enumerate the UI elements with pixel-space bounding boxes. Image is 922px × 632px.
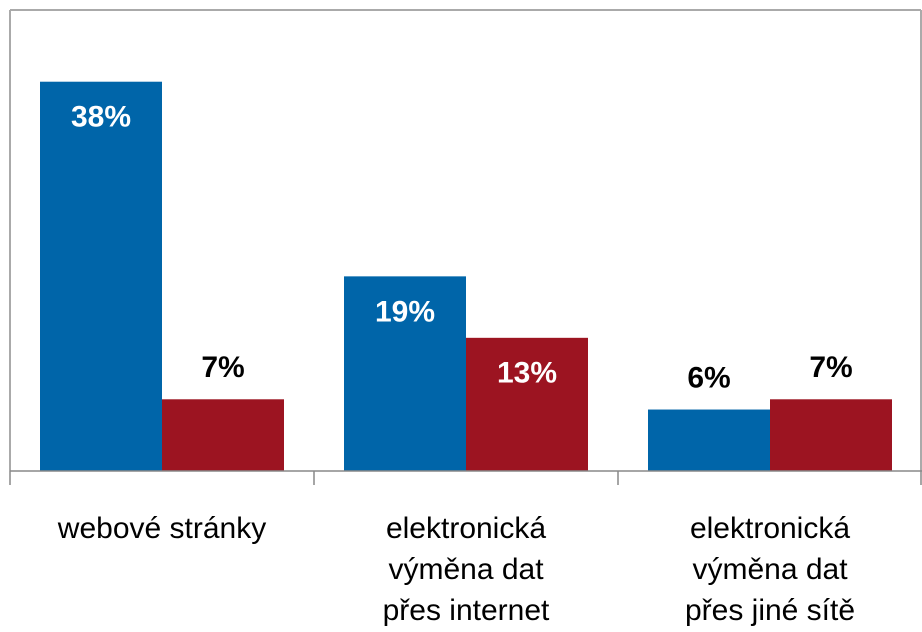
x-tick-label: elektronická výměna dat přes internet	[382, 512, 550, 627]
data-label: 7%	[201, 351, 244, 384]
x-tick-label: elektronická výměna dat přes jiné sítě	[684, 512, 856, 627]
data-label: 19%	[375, 295, 435, 328]
bar	[648, 409, 770, 471]
bar	[466, 337, 588, 471]
data-label: 7%	[809, 351, 852, 384]
x-tick-label: webové stránky	[57, 512, 267, 545]
data-label: 13%	[497, 357, 557, 390]
bar	[40, 81, 162, 471]
bar	[344, 276, 466, 471]
data-label: 6%	[687, 361, 730, 394]
bar	[162, 399, 284, 471]
data-label: 38%	[71, 101, 131, 134]
bar	[770, 399, 892, 471]
